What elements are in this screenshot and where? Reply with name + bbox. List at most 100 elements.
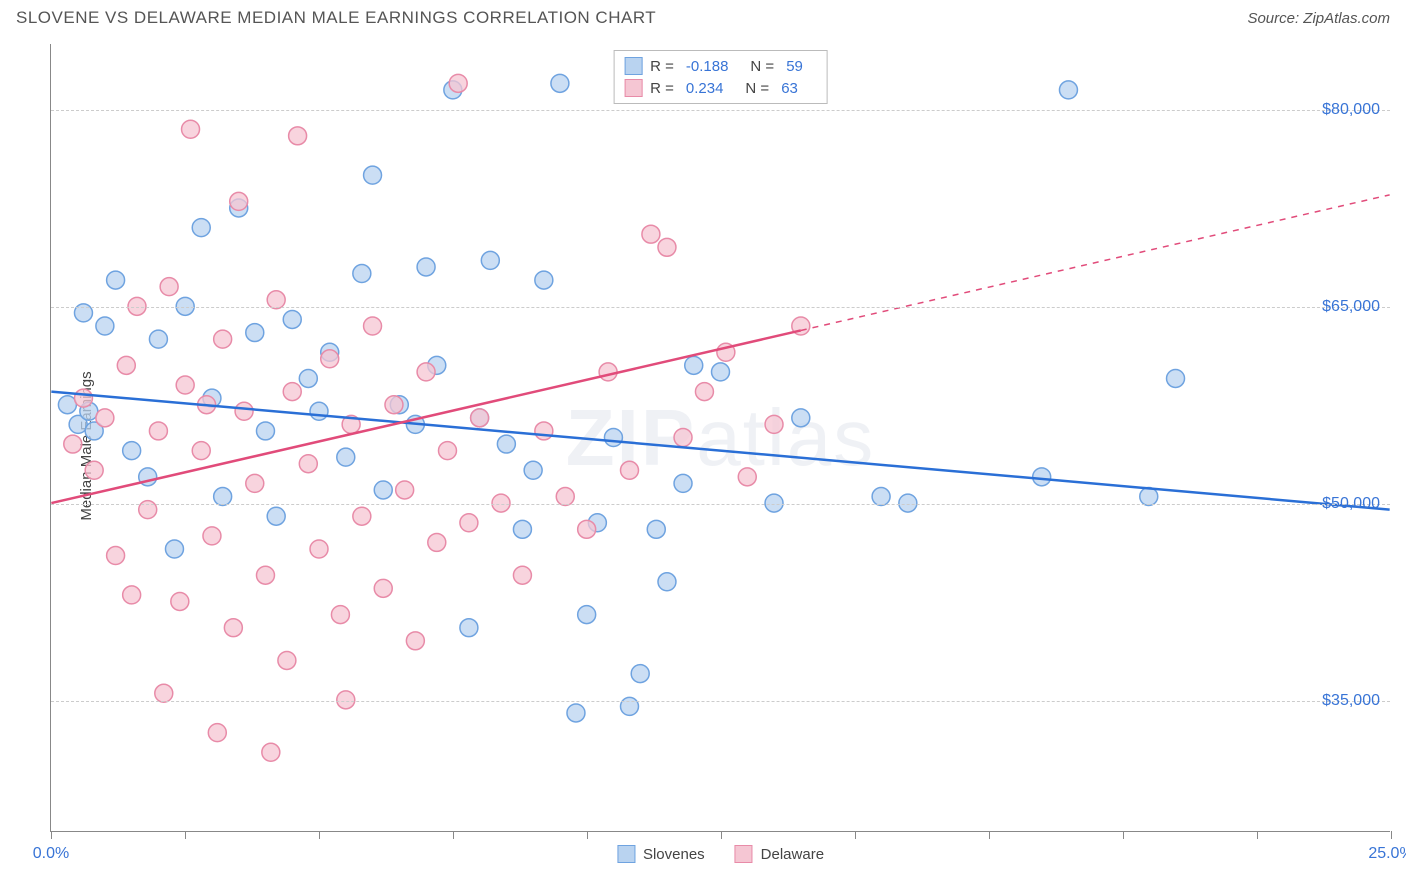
scatter-point (599, 363, 617, 381)
chart-plot-area: ZIPatlas R =-0.188N =59R =0.234N =63 Slo… (50, 44, 1390, 832)
x-tick (185, 831, 186, 839)
x-tick (51, 831, 52, 839)
scatter-point (96, 317, 114, 335)
scatter-point (278, 651, 296, 669)
scatter-point (685, 356, 703, 374)
legend-stats-box: R =-0.188N =59R =0.234N =63 (613, 50, 828, 104)
scatter-point (331, 606, 349, 624)
legend-item: Slovenes (617, 845, 705, 863)
scatter-point (1167, 369, 1185, 387)
scatter-point (353, 507, 371, 525)
legend-n-value: 59 (786, 58, 803, 75)
scatter-point (631, 665, 649, 683)
x-tick-label: 0.0% (33, 845, 69, 863)
legend-r-value: 0.234 (686, 80, 724, 97)
scatter-point (1033, 468, 1051, 486)
scatter-point (428, 533, 446, 551)
y-tick-label: $80,000 (1322, 101, 1380, 119)
scatter-point (214, 330, 232, 348)
scatter-point (123, 586, 141, 604)
trend-line-dashed (801, 195, 1390, 331)
scatter-point (262, 743, 280, 761)
scatter-point (567, 704, 585, 722)
scatter-point (449, 74, 467, 92)
legend-stat-row: R =-0.188N =59 (624, 55, 817, 77)
scatter-point (604, 429, 622, 447)
legend-n-value: 63 (781, 80, 798, 97)
chart-title: SLOVENE VS DELAWARE MEDIAN MALE EARNINGS… (16, 8, 656, 28)
legend-swatch (624, 57, 642, 75)
scatter-point (117, 356, 135, 374)
scatter-point (658, 573, 676, 591)
scatter-point (497, 435, 515, 453)
scatter-point (712, 363, 730, 381)
gridline (51, 307, 1390, 308)
x-tick (721, 831, 722, 839)
scatter-point (396, 481, 414, 499)
plot-svg (51, 44, 1390, 831)
scatter-point (85, 461, 103, 479)
scatter-point (385, 396, 403, 414)
gridline (51, 110, 1390, 111)
scatter-point (246, 474, 264, 492)
scatter-point (513, 520, 531, 538)
scatter-point (471, 409, 489, 427)
scatter-point (642, 225, 660, 243)
x-tick (1257, 831, 1258, 839)
scatter-point (364, 166, 382, 184)
scatter-point (224, 619, 242, 637)
scatter-point (621, 461, 639, 479)
scatter-point (267, 507, 285, 525)
x-tick (1391, 831, 1392, 839)
scatter-point (256, 566, 274, 584)
scatter-point (674, 429, 692, 447)
scatter-point (192, 442, 210, 460)
legend-r-label: R = (650, 80, 674, 97)
x-tick (855, 831, 856, 839)
x-tick-label: 25.0% (1368, 845, 1406, 863)
scatter-point (438, 442, 456, 460)
legend-r-label: R = (650, 58, 674, 75)
scatter-point (160, 278, 178, 296)
legend-stat-row: R = 0.234 N = 63 (624, 77, 817, 99)
legend-n-label: N = (750, 58, 774, 75)
scatter-point (235, 402, 253, 420)
gridline (51, 701, 1390, 702)
x-tick (319, 831, 320, 839)
scatter-point (578, 606, 596, 624)
scatter-point (658, 238, 676, 256)
scatter-point (551, 74, 569, 92)
scatter-point (674, 474, 692, 492)
scatter-point (765, 415, 783, 433)
legend-n-label: N = (745, 80, 769, 97)
gridline (51, 504, 1390, 505)
scatter-point (176, 376, 194, 394)
scatter-point (246, 324, 264, 342)
scatter-point (1059, 81, 1077, 99)
scatter-point (192, 219, 210, 237)
scatter-point (417, 363, 435, 381)
y-tick-label: $65,000 (1322, 298, 1380, 316)
scatter-point (535, 422, 553, 440)
scatter-point (513, 566, 531, 584)
scatter-point (299, 455, 317, 473)
y-tick-label: $50,000 (1322, 495, 1380, 513)
scatter-point (230, 192, 248, 210)
legend-series-name: Slovenes (643, 846, 705, 863)
scatter-point (792, 409, 810, 427)
scatter-point (289, 127, 307, 145)
scatter-point (695, 383, 713, 401)
legend-bottom: SlovenesDelaware (617, 845, 824, 863)
scatter-point (171, 592, 189, 610)
x-tick (453, 831, 454, 839)
legend-swatch (735, 845, 753, 863)
scatter-point (96, 409, 114, 427)
scatter-point (203, 527, 221, 545)
scatter-point (417, 258, 435, 276)
scatter-point (481, 251, 499, 269)
scatter-point (149, 330, 167, 348)
legend-swatch (624, 79, 642, 97)
scatter-point (149, 422, 167, 440)
scatter-point (182, 120, 200, 138)
x-tick (587, 831, 588, 839)
